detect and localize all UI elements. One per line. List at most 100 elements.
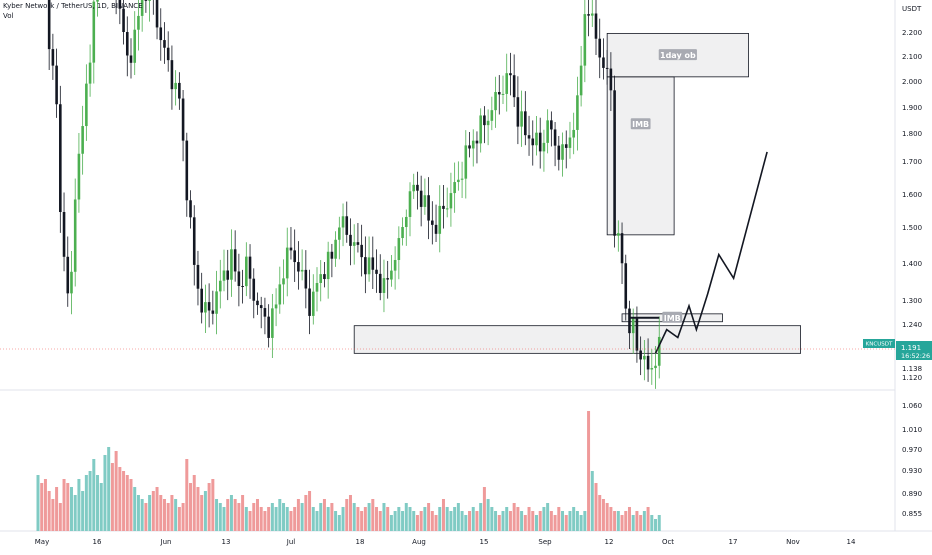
- volume-bar: [103, 455, 107, 531]
- volume-indicator-label[interactable]: Vol: [3, 12, 14, 20]
- ticker-tag: KNCUSDT: [866, 342, 893, 348]
- candle: [538, 117, 542, 169]
- volume-bar: [296, 499, 300, 531]
- candle-body: [423, 195, 427, 207]
- time-tick-label: Oct: [662, 538, 674, 546]
- time-tick-label: 16: [93, 538, 102, 546]
- volume-bar: [159, 495, 163, 531]
- candle: [218, 259, 222, 309]
- volume-bar: [430, 511, 434, 531]
- volume-bar: [222, 507, 226, 531]
- volume-bar: [293, 507, 297, 531]
- candle: [364, 236, 367, 294]
- candle-body: [382, 278, 386, 293]
- volume-bar: [162, 499, 166, 531]
- candle: [241, 269, 244, 304]
- volume-bar: [654, 519, 658, 531]
- candle: [643, 339, 646, 381]
- candle: [542, 129, 546, 172]
- candle-body: [70, 271, 73, 294]
- candle-body: [386, 278, 389, 280]
- volume-bar: [326, 507, 330, 531]
- volume-bar: [386, 507, 390, 531]
- candle: [181, 89, 185, 162]
- candle: [148, 0, 151, 22]
- volume-bar: [427, 503, 431, 531]
- candle-body: [602, 57, 605, 68]
- zone-box-1: [606, 76, 675, 236]
- candle-body: [144, 0, 148, 1]
- price-tick-label: 0.970: [902, 446, 922, 454]
- candle-body: [445, 208, 449, 210]
- volume-bar: [185, 459, 189, 531]
- volume-bar: [55, 487, 59, 531]
- candle: [170, 45, 174, 110]
- candle-body: [557, 145, 561, 160]
- zone-label-2: IMB: [664, 314, 681, 323]
- candle: [263, 297, 267, 335]
- candle: [233, 230, 237, 282]
- candle-body: [416, 184, 419, 191]
- candle-body: [654, 365, 657, 369]
- volume-bar: [616, 511, 620, 531]
- volume-bar: [438, 507, 442, 531]
- volume-bar: [36, 475, 40, 531]
- candle-body: [583, 14, 587, 66]
- volume-bar: [512, 503, 516, 531]
- candle: [617, 220, 620, 252]
- candle-body: [289, 247, 293, 251]
- time-tick-label: 14: [847, 538, 856, 546]
- price-tick-label: 1.060: [902, 402, 922, 410]
- candle: [583, 0, 587, 83]
- price-tick-label: 0.890: [902, 490, 922, 498]
- candle: [657, 316, 661, 379]
- candle: [326, 241, 330, 299]
- candle-body: [427, 195, 430, 221]
- volume-bar: [587, 411, 591, 531]
- candle-body: [345, 216, 349, 235]
- candle: [453, 162, 456, 213]
- candle-body: [252, 278, 256, 301]
- candle-body: [553, 129, 557, 146]
- candle-body: [319, 274, 323, 283]
- candle: [628, 300, 631, 349]
- candle: [605, 50, 609, 85]
- volume-bar: [189, 483, 193, 531]
- candle: [516, 76, 520, 145]
- candle: [419, 175, 423, 227]
- candle-body: [442, 205, 445, 209]
- candle: [85, 64, 88, 141]
- candle: [140, 0, 144, 32]
- candle: [594, 0, 598, 56]
- candle: [178, 72, 181, 110]
- candle-body: [200, 288, 203, 313]
- candle-body: [166, 47, 170, 61]
- candle: [274, 288, 278, 327]
- candle: [230, 229, 233, 297]
- volume-bar: [345, 499, 349, 531]
- price-tick-label: 1.138: [902, 365, 922, 373]
- candle: [163, 22, 166, 64]
- candle-body: [542, 142, 546, 152]
- price-tick-label: 1.240: [902, 321, 922, 329]
- candle-body: [628, 308, 631, 334]
- volume-bar: [218, 503, 222, 531]
- candle: [345, 201, 349, 243]
- candle-body: [207, 302, 211, 311]
- candle-body: [170, 60, 174, 90]
- candle: [390, 255, 393, 287]
- volume-bar: [129, 479, 133, 531]
- candle: [300, 249, 304, 281]
- candle: [237, 253, 241, 307]
- candle-body: [218, 280, 222, 292]
- candle-body: [163, 40, 166, 48]
- volume-bar: [479, 503, 483, 531]
- candle-body: [364, 257, 367, 275]
- volume-bar: [308, 491, 312, 531]
- candle-body: [185, 140, 189, 201]
- candle-body: [579, 65, 583, 96]
- candle: [635, 306, 639, 363]
- candle-body: [330, 251, 334, 259]
